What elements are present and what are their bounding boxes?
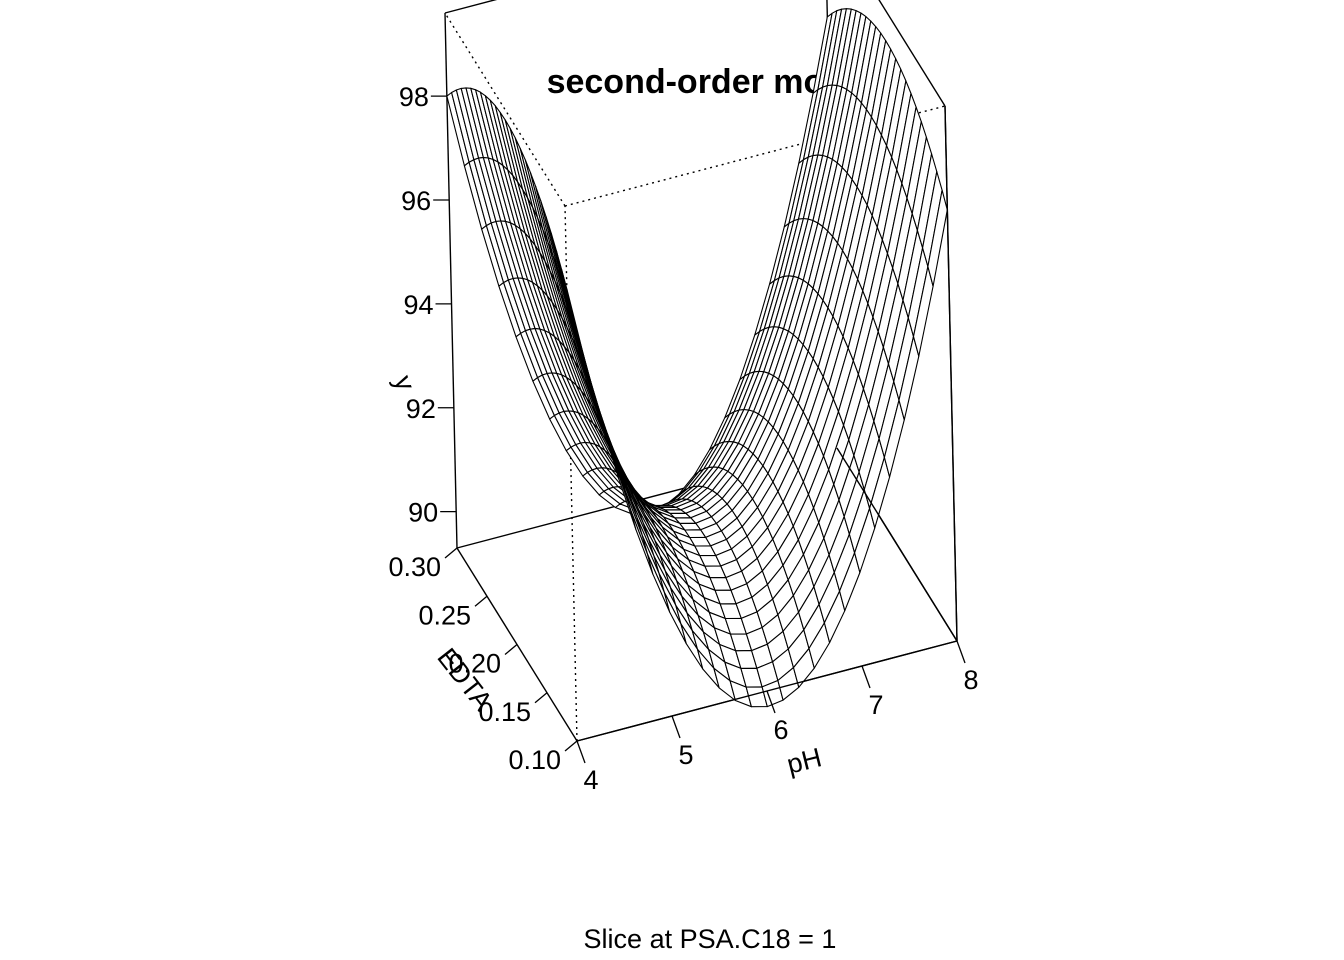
axis-ticks: 4 5 6 7 8 0.10 0.15 0.20 0.25 0.30 90 92 94 96 98: [388, 82, 978, 795]
box-edge: [444, 12, 458, 549]
y-tick-label: 0.20: [448, 649, 501, 679]
x-tick-label: 4: [583, 765, 598, 795]
box-edge: [444, 0, 498, 14]
z-tick-label: 96: [401, 186, 431, 216]
box-hidden-edge: [564, 205, 578, 742]
y-tick-label: 0.10: [508, 745, 561, 775]
y-tick-label: 0.15: [478, 697, 531, 727]
x-tick-label: 7: [868, 690, 883, 720]
y-tick-label: 0.25: [418, 600, 471, 630]
z-tick-label: 90: [408, 498, 438, 528]
x-axis-label: pH: [784, 742, 825, 779]
box-edge: [878, 0, 946, 107]
x-tick-mark: [861, 665, 871, 689]
z-tick-label: 98: [399, 82, 429, 112]
y-tick-mark: [474, 595, 488, 607]
y-tick-label: 0.30: [388, 552, 441, 582]
z-axis-label: y: [388, 371, 421, 394]
x-tick-mark: [576, 740, 586, 764]
z-tick-label: 92: [406, 394, 436, 424]
y-tick-mark: [444, 547, 458, 559]
y-tick-mark: [504, 644, 518, 655]
box-front-edge: [944, 105, 958, 642]
box-hidden-edge: [444, 12, 566, 207]
x-tick-label: 5: [678, 740, 693, 770]
x-tick-mark: [671, 715, 681, 739]
chart-subtitle: Slice at PSA.C18 = 1: [584, 924, 837, 954]
y-tick-mark: [534, 692, 548, 704]
x-tick-mark: [766, 690, 776, 714]
y-tick-mark: [564, 740, 578, 752]
surface-mesh: [446, 8, 948, 708]
x-tick-label: 6: [773, 715, 788, 745]
surface-facet: [927, 189, 948, 287]
x-tick-label: 8: [963, 665, 978, 695]
z-tick-label: 94: [403, 290, 433, 320]
x-tick-mark: [956, 640, 966, 664]
box-front-edge: [836, 447, 958, 642]
